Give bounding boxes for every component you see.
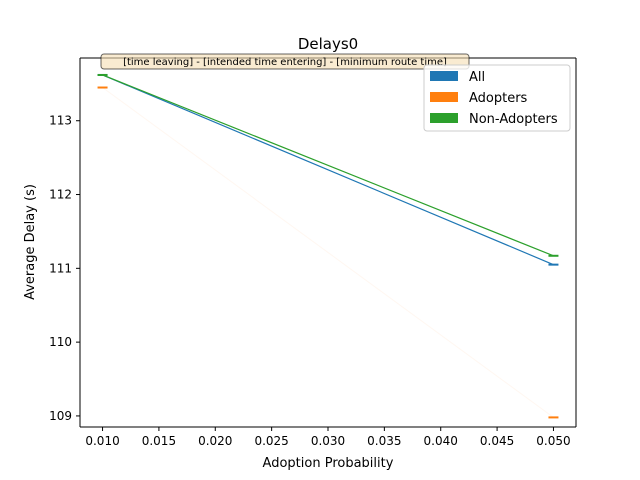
y-tick-label: 111 xyxy=(49,261,72,275)
y-axis-ticks: 109 110 111 112 113 xyxy=(49,114,80,423)
y-tick-label: 110 xyxy=(49,335,72,349)
x-axis-label: Adoption Probability xyxy=(263,456,394,471)
y-tick-label: 113 xyxy=(49,114,72,128)
x-tick-label: 0.010 xyxy=(85,434,119,448)
x-tick-label: 0.045 xyxy=(480,434,514,448)
x-tick-label: 0.030 xyxy=(311,434,345,448)
chart-title: Delays0 xyxy=(298,35,358,53)
y-tick-label: 112 xyxy=(49,188,72,202)
legend-swatch xyxy=(430,71,458,81)
x-tick-label: 0.050 xyxy=(536,434,570,448)
x-tick-label: 0.025 xyxy=(254,434,288,448)
legend-label: Adopters xyxy=(469,91,528,106)
legend-swatch xyxy=(430,92,458,102)
x-tick-label: 0.040 xyxy=(424,434,458,448)
legend-swatch xyxy=(430,113,458,123)
x-tick-label: 0.015 xyxy=(142,434,176,448)
x-tick-label: 0.020 xyxy=(198,434,232,448)
series-line-all xyxy=(102,74,554,266)
legend-label: Non-Adopters xyxy=(469,112,558,127)
x-tick-label: 0.035 xyxy=(367,434,401,448)
y-tick-label: 109 xyxy=(49,409,72,423)
legend: All Adopters Non-Adopters xyxy=(423,64,571,132)
series-line-adopters xyxy=(102,87,554,418)
annotation-text: [time leaving] - [intended time entering… xyxy=(123,57,447,68)
series-line-non-adopters xyxy=(102,74,554,257)
legend-label: All xyxy=(469,70,485,85)
legend-frame xyxy=(423,64,571,132)
x-axis-ticks: 0.010 0.015 0.020 0.025 0.030 0.035 0.040 0.045… xyxy=(85,427,571,448)
annotation-background xyxy=(100,53,470,70)
y-axis-label: Average Delay (s) xyxy=(23,184,38,300)
annotation-box: [time leaving] - [intended time entering… xyxy=(100,53,470,70)
series-layer xyxy=(97,73,559,419)
